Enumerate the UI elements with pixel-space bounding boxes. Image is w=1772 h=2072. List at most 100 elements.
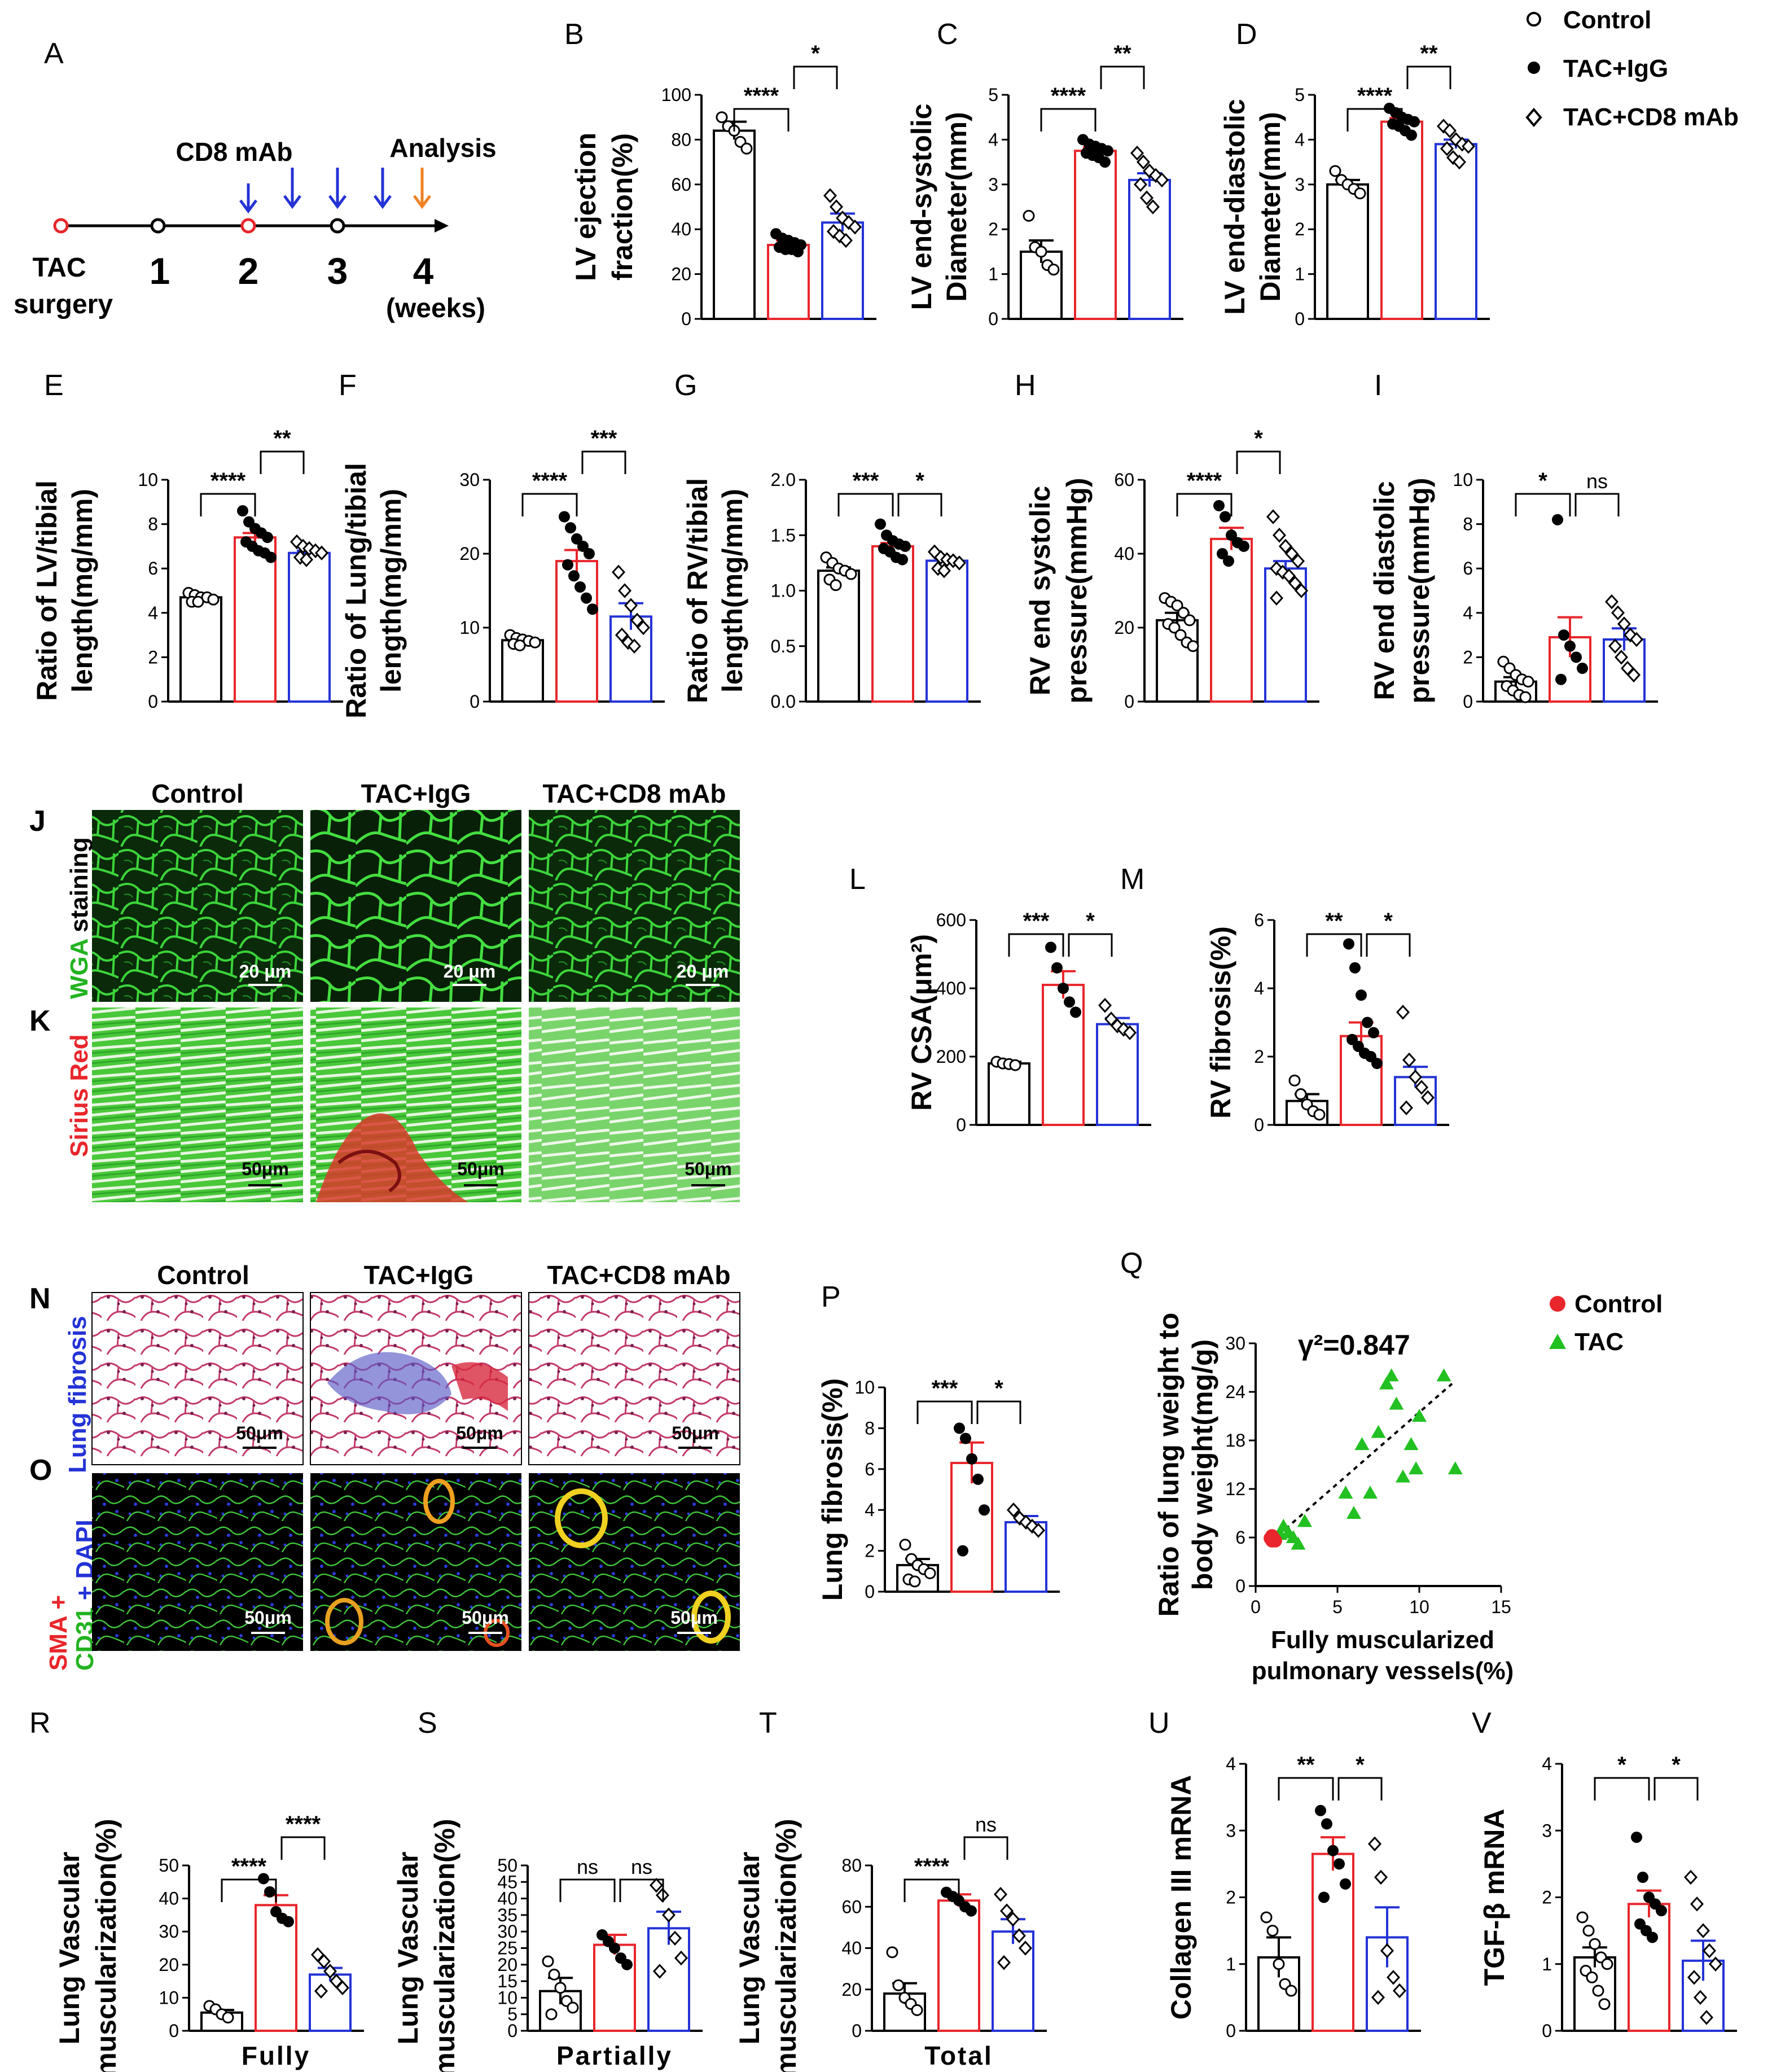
- y-tick-label: 2: [988, 219, 998, 239]
- scatter-point-tac: [1389, 1396, 1404, 1410]
- significance-label: **: [1325, 909, 1343, 934]
- sma-cd31-image-tac-igg: [310, 1473, 521, 1651]
- y-tick-label: 4: [1226, 1754, 1236, 1774]
- data-point-tac-cd8: [299, 552, 314, 567]
- significance-bracket: [1278, 1777, 1334, 1801]
- bar-tac-igg: [593, 1943, 636, 2032]
- data-point-tac-cd8: [848, 220, 862, 235]
- significance-label: ***: [932, 1376, 958, 1401]
- significance-bracket: [280, 1836, 326, 1860]
- tac-label: TAC: [32, 253, 86, 283]
- scatter-point-tac: [1412, 1409, 1427, 1422]
- y-tick-label: 10: [138, 470, 158, 490]
- legend-tac-cd8-label: TAC+CD8 mAb: [1563, 103, 1739, 131]
- lung-fibrosis-region: [327, 1352, 451, 1414]
- y-tick-label: 50: [497, 1855, 517, 1876]
- y-tick-label: 0: [1542, 2021, 1552, 2041]
- significance-bracket: [559, 1878, 616, 1902]
- data-point-tac-cd8: [1371, 1990, 1385, 2005]
- timeline-tick-2: 2: [238, 250, 259, 292]
- y-tick-label: 6: [1235, 1527, 1245, 1548]
- data-point-tac-cd8: [674, 1950, 688, 1966]
- data-point-tac-igg: [1647, 1931, 1658, 1943]
- y-axis-label: muscularization(%): [429, 1819, 460, 2072]
- data-point-tac-cd8: [1098, 998, 1112, 1013]
- y-axis-label: RV end systolic: [1024, 486, 1056, 695]
- y-axis-label: TGF-β mRNA: [1479, 1809, 1510, 1986]
- arrow-down-icon: [328, 168, 347, 209]
- significance-label: ****: [744, 84, 779, 108]
- data-point-control: [1171, 599, 1183, 612]
- panel-e-chart: E 0 2 4 6 8 10 Ratio of LV/tibial length(mg/mm) *…: [31, 369, 343, 712]
- y-tick-label: 0.5: [771, 636, 796, 656]
- cd31-scale-tac-cd8: 50μm: [670, 1607, 718, 1628]
- col-header-control: Control: [151, 779, 244, 808]
- data-point-tac-cd8: [1699, 2010, 1714, 2025]
- data-point-control: [1354, 187, 1366, 200]
- col-header-control: Control: [157, 1260, 249, 1290]
- data-point-tac-cd8: [1136, 154, 1151, 170]
- wga-image-tac-igg: [310, 810, 521, 1002]
- y-tick-label: 4: [1463, 603, 1473, 623]
- data-point-tac-cd8: [1272, 528, 1287, 543]
- data-point-tac-cd8: [1139, 190, 1154, 205]
- sirius-fibrosis-region: [316, 1113, 468, 1202]
- sma-cd31-image-control: [92, 1473, 303, 1651]
- data-point-tac-igg: [1552, 514, 1563, 525]
- data-point-tac-igg: [1064, 996, 1075, 1008]
- data-point-tac-cd8: [1031, 1523, 1046, 1538]
- panel-label: V: [1472, 1707, 1492, 1740]
- surgery-label: surgery: [14, 290, 113, 319]
- data-point-tac-igg: [792, 246, 804, 257]
- data-point-control: [554, 1982, 567, 1994]
- significance-bracket: [1176, 493, 1232, 516]
- significance-label: **: [1420, 41, 1438, 66]
- data-point-control: [1329, 165, 1341, 177]
- panel-i-chart: I 0 2 4 6 8 10 RV end diastolic pressure(mmHg) * n…: [1369, 369, 1658, 712]
- y-tick-label: 8: [865, 1418, 875, 1438]
- data-point-control: [845, 568, 857, 580]
- data-point-tac-cd8: [1629, 632, 1644, 647]
- data-point-control: [1519, 691, 1532, 703]
- data-point-tac-cd8: [1690, 1896, 1704, 1912]
- y-tick-label: 1: [988, 264, 998, 284]
- y-axis-label: Ratio of LV/tibial: [31, 480, 63, 701]
- r-squared-annotation: γ²=0.847: [1298, 1329, 1410, 1361]
- y-tick-label: 40: [841, 1938, 862, 1959]
- significance-bracket: [619, 1878, 664, 1902]
- significance-bracket: [903, 1878, 960, 1902]
- data-point-tac-igg: [1226, 529, 1237, 541]
- significance-bracket: [897, 493, 942, 516]
- data-point-tac-igg: [1371, 1058, 1383, 1070]
- data-point-control: [1592, 1985, 1604, 1997]
- cd8-mab-label: CD8 mAb: [176, 137, 292, 167]
- data-point-tac-igg: [960, 1433, 971, 1444]
- significance-label: **: [1113, 41, 1131, 66]
- panel-label: L: [849, 863, 866, 896]
- y-tick-label: 1.0: [771, 581, 796, 601]
- panel-label: I: [1374, 369, 1382, 402]
- panel-g-chart: G 0.0 0.5 1.0 1.5 2.0 Ratio of RV/tibial length…: [674, 369, 981, 712]
- data-point-tac-cd8: [1392, 1983, 1407, 1999]
- data-point-tac-cd8: [1288, 576, 1302, 591]
- timeline-tick-4: 4: [413, 250, 434, 292]
- y-tick-label: 0: [852, 2021, 862, 2041]
- col-header-tac-igg: TAC+IgG: [361, 779, 471, 808]
- data-point-tac-igg: [1318, 1891, 1330, 1903]
- y-tick-label: 25: [497, 1938, 517, 1959]
- significance-label: ns: [975, 1813, 997, 1836]
- y-tick-label: 0: [1124, 691, 1134, 712]
- analysis-label: Analysis: [389, 133, 496, 163]
- y-tick-label: 30: [159, 1921, 179, 1942]
- data-point-tac-cd8: [1012, 1928, 1027, 1943]
- panel-a-label: A: [44, 37, 64, 70]
- significance-bracket: [1100, 65, 1145, 89]
- panel-label: B: [564, 18, 584, 51]
- data-point-tac-igg: [1656, 1905, 1667, 1917]
- data-point-tac-cd8: [1291, 553, 1305, 569]
- data-point-tac-cd8: [1380, 1943, 1394, 1959]
- data-point-control: [1035, 246, 1047, 258]
- panel-label: D: [1236, 18, 1257, 51]
